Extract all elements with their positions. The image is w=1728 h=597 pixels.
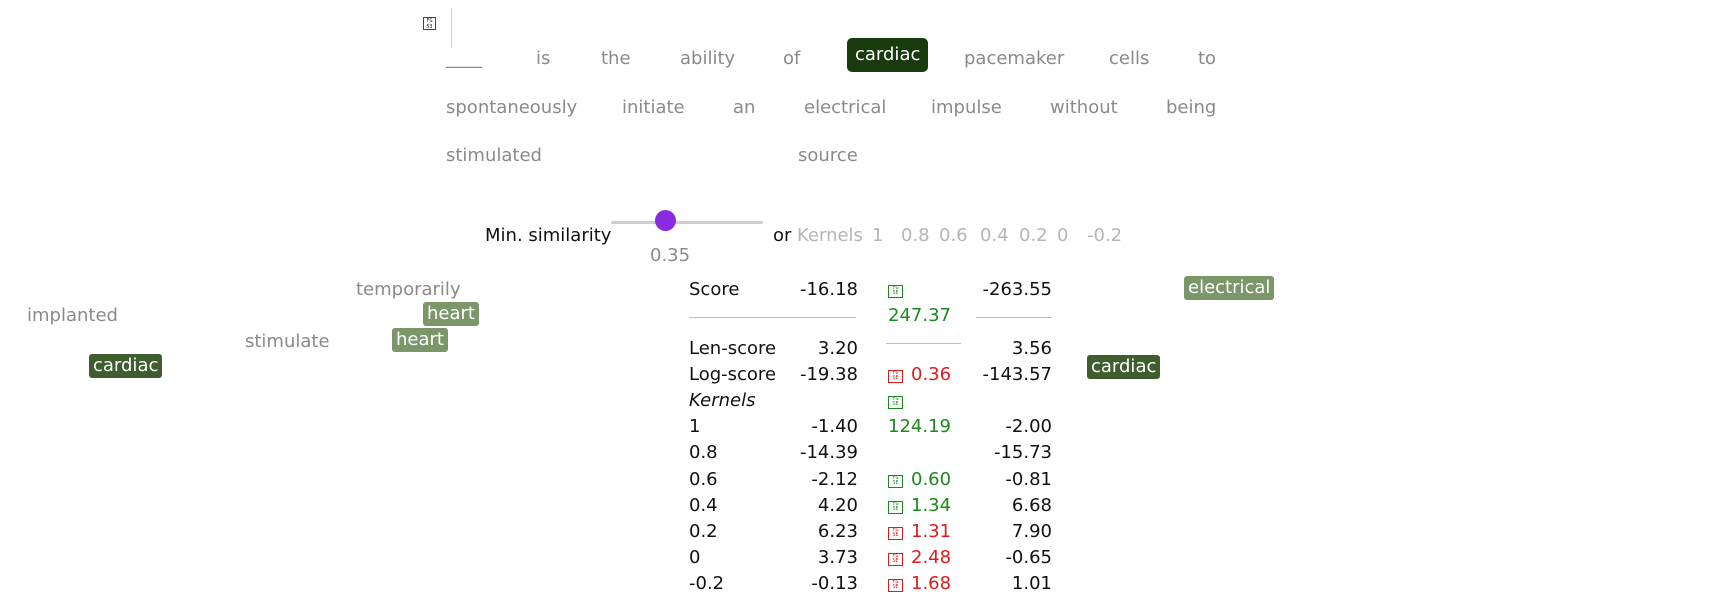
sentence-word[interactable]: ____ [446,48,482,69]
separator [451,8,452,48]
sentence-word[interactable]: impulse [931,97,1002,118]
kernel-option[interactable]: 1 [872,225,884,246]
table-middle-value: 2.48 [911,547,952,568]
sentence-word[interactable]: of [783,48,801,69]
neighbor-chip: heart [423,302,479,326]
table-divider-right [976,317,1052,318]
table-middle-value: 247.37 [888,305,951,326]
neighbor-chip: electrical [1184,276,1275,300]
flag-icon[interactable]: FG SE [888,475,903,488]
table-row-label: 0 [689,547,701,568]
flag-icon[interactable]: FG SE [888,501,903,514]
table-right-value: -2.00 [1005,416,1052,437]
table-row-label: Len-score [689,338,777,359]
table-left-value: 3.73 [817,547,858,568]
figure-icon[interactable]: FG 53 [423,17,436,30]
kernel-option[interactable]: 0.6 [939,225,968,246]
table-divider-middle [886,343,961,344]
neighbor-word: stimulate [245,331,330,352]
table-row-label: -0.2 [689,573,725,594]
kernel-option[interactable]: 0.8 [901,225,930,246]
table-middle-value: 1.68 [911,573,952,594]
neighbor-chip: cardiac [89,354,163,378]
table-middle-value: 1.31 [911,521,952,542]
table-row-label: 0.6 [689,469,718,490]
neighbor-word: temporarily [356,279,461,300]
min-similarity-label: Min. similarity [485,225,612,246]
table-left-value: -19.38 [799,364,858,385]
neighbor-word: implanted [27,305,118,326]
neighbor-chip: cardiac [1087,355,1161,379]
table-right-value: 6.68 [1011,495,1052,516]
flag-icon[interactable]: FG SE [888,527,903,540]
table-left-value: -16.18 [799,279,858,300]
table-left-value: 3.20 [817,338,858,359]
table-row-label: Score [689,279,740,300]
flag-icon[interactable]: FG SE [888,370,903,383]
flag-icon[interactable]: FG SE [888,396,903,409]
flag-icon[interactable]: FG SE [888,579,903,592]
sentence-word[interactable]: stimulated [446,145,542,166]
similarity-slider-track[interactable] [611,221,763,224]
sentence-word[interactable]: the [601,48,631,69]
table-left-value: 4.20 [817,495,858,516]
sentence-word[interactable]: source [798,145,858,166]
similarity-slider-thumb[interactable] [655,210,676,231]
table-right-value: 3.56 [1011,338,1052,359]
sentence-word[interactable]: pacemaker [964,48,1065,69]
table-middle-value: 1.34 [911,495,952,516]
sentence-word[interactable]: spontaneously [446,97,578,118]
kernel-option[interactable]: 0.2 [1019,225,1048,246]
table-row-label: Log-score [689,364,777,385]
table-left-value: -14.39 [799,442,858,463]
table-left-value: -2.12 [811,469,858,490]
kernel-option[interactable]: 0.4 [980,225,1009,246]
slider-value: 0.35 [650,245,691,266]
sentence-word[interactable]: without [1050,97,1118,118]
table-divider-left [689,317,856,318]
table-middle-value: 124.19 [888,416,951,437]
sentence-word[interactable]: an [733,97,756,118]
sentence-word[interactable]: is [536,48,551,69]
table-right-value: -15.73 [993,442,1052,463]
sentence-word[interactable]: electrical [804,97,887,118]
table-right-value: -143.57 [982,364,1052,385]
sentence-word[interactable]: ability [680,48,736,69]
table-right-value: -263.55 [982,279,1052,300]
table-row-label: Kernels [689,390,756,411]
sentence-word[interactable]: initiate [622,97,685,118]
sentence-word[interactable]: to [1198,48,1217,69]
kernel-option[interactable]: -0.2 [1087,225,1123,246]
table-right-value: -0.65 [1005,547,1052,568]
table-left-value: -0.13 [811,573,858,594]
table-row-label: 0.8 [689,442,718,463]
highlight-word-chip: cardiac [847,38,929,72]
or-label: or [773,225,792,246]
table-row-label: 0.2 [689,521,718,542]
table-left-value: 6.23 [817,521,858,542]
flag-icon[interactable]: FG SE [888,553,903,566]
table-middle-value: 0.36 [911,364,952,385]
kernels-label: Kernels [797,225,863,246]
sentence-word[interactable]: being [1166,97,1217,118]
sentence-word[interactable]: cells [1109,48,1150,69]
table-right-value: -0.81 [1005,469,1052,490]
table-row-label: 1 [689,416,701,437]
table-right-value: 7.90 [1011,521,1052,542]
table-row-label: 0.4 [689,495,718,516]
table-right-value: 1.01 [1011,573,1052,594]
table-left-value: -1.40 [811,416,858,437]
table-middle-value: 0.60 [911,469,952,490]
flag-icon[interactable]: FG SE [888,285,903,298]
kernel-option[interactable]: 0 [1057,225,1069,246]
neighbor-chip: heart [392,328,448,352]
